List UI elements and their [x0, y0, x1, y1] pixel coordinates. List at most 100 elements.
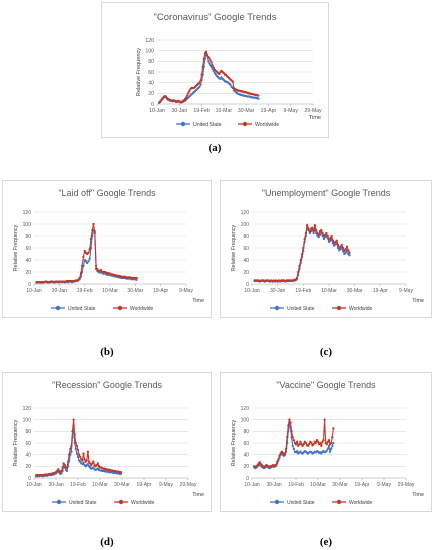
chart-d-series-1-point-23 — [60, 469, 63, 473]
chart-b-series-1-point-48 — [96, 267, 99, 271]
chart-d-series-0-point-43 — [82, 461, 85, 464]
chart-a-xtick-5: 19-Apr — [261, 108, 277, 114]
chart-a-series-1-point-54 — [218, 72, 221, 76]
chart-d-series-1-point-51 — [91, 462, 94, 465]
chart-e-series-0-point-70 — [330, 447, 333, 450]
chart-e-series-1-point-50 — [308, 443, 311, 446]
chart-a-series-1-point-58 — [222, 71, 226, 75]
chart-d-series-1-point-26 — [63, 464, 66, 467]
chart-e-series-1-point-22 — [277, 458, 280, 461]
chart-b-series-1-point-41 — [87, 251, 90, 254]
chart-c-series-1-point-41 — [306, 224, 309, 227]
chart-a-svg: "Coronavirus" Google Trends 0 20 40 60 80 100 1… — [101, 2, 329, 138]
chart-d-ytick-1: 20 — [25, 464, 31, 470]
chart-b-series-1-point-35 — [79, 272, 83, 275]
chart-e-series-0-point-71 — [331, 444, 334, 448]
chart-e-series-1-point-62 — [321, 440, 324, 443]
chart-a-series-1-point-26 — [187, 92, 190, 95]
chart-b-series-1-point-33 — [77, 278, 80, 281]
chart-c-legend-label-1: Worldwide — [349, 306, 372, 312]
chart-e-ytick-0: 0 — [246, 476, 249, 482]
chart-e-series-1-point-39 — [295, 440, 299, 443]
chart-c-series-1-point-64 — [335, 239, 338, 242]
chart-c-ytick-4: 80 — [243, 234, 249, 240]
chart-c-series-1-point-61 — [331, 239, 335, 242]
chart-b-series-1-point-79 — [135, 276, 138, 280]
chart-c-series-1-point-72 — [345, 245, 349, 248]
chart-c-xlabel: Time — [412, 298, 424, 304]
chart-a-ytick-0: 0 — [151, 102, 154, 108]
chart-a-series-0-point-46 — [209, 63, 212, 67]
chart-a-series-1-point-1 — [159, 100, 162, 103]
chart-e-series-0-point-39 — [295, 450, 299, 453]
chart-a-series-0-point-44 — [207, 60, 210, 63]
chart-e-series-1-point-47 — [304, 441, 308, 445]
chart-c-series-1-point-68 — [340, 243, 343, 247]
chart-e-series-1-point-33 — [289, 421, 292, 424]
chart-c-svg: "Unemployment" Google Trends 0 20 40 60 80 100… — [220, 180, 432, 318]
chart-c-series-0-point-46 — [312, 231, 315, 235]
chart-e-series-1-point-21 — [276, 460, 279, 463]
chart-e-series-1-point-71 — [331, 436, 334, 439]
chart-c-series-0-point-74 — [348, 254, 351, 257]
chart-a-series-1-point-40 — [202, 57, 205, 60]
chart-c-series-1-point-52 — [320, 228, 323, 232]
chart-d-series-1-point-39 — [77, 453, 81, 456]
chart-d-series-0-point-47 — [86, 462, 90, 466]
chart-a-series-0-point-64 — [229, 83, 232, 86]
chart-d-legend-label-1: Worldwide — [131, 500, 154, 506]
chart-e-ytick-3: 60 — [243, 441, 249, 447]
chart-d-svg: "Recession" Google Trends 0 20 40 60 80 100 120… — [2, 372, 212, 512]
chart-e-series-0-point-72 — [332, 441, 335, 445]
chart-c-legend-swatch-marker-0 — [274, 305, 280, 311]
chart-c-ylabel: Relative Frequency — [231, 224, 237, 271]
chart-a-series-0-point-56 — [220, 76, 223, 79]
chart-d-series-0-point-38 — [76, 455, 80, 459]
chart-d-series-1-point-44 — [83, 458, 86, 461]
chart-c-series-1-point-38 — [302, 246, 305, 250]
chart-b-series-1-point-38 — [83, 249, 86, 253]
chart-c-xtick-4: 30-Mar — [347, 288, 363, 294]
chart-e-series-0-point-36 — [292, 447, 295, 450]
chart-c-series-0-point-54 — [322, 237, 326, 241]
chart-b-xtick-4: 30-Mar — [127, 288, 143, 294]
chart-e-ytick-6: 120 — [241, 406, 250, 412]
chart-c-ytick-3: 60 — [243, 246, 249, 252]
chart-b-series-1-point-37 — [82, 255, 85, 259]
chart-b-series-1-point-46 — [93, 231, 96, 235]
chart-e-ytick-1: 20 — [243, 464, 249, 470]
chart-d-series-1-point-37 — [75, 444, 79, 448]
chart-a-series-0-point-89 — [257, 97, 260, 100]
chart-d-series-1-point-56 — [96, 462, 99, 465]
chart-d-series-1-point-38 — [76, 448, 80, 452]
chart-c-ytick-6: 120 — [241, 210, 250, 216]
caption-b: (b) — [100, 346, 114, 358]
chart-c-xtick-3: 10-Mar — [321, 288, 337, 294]
chart-b-legend-swatch-marker-1 — [117, 305, 123, 311]
chart-d-xtick-7: 29-May — [180, 482, 197, 488]
chart-c-series-1-point-42 — [307, 227, 310, 230]
chart-e-series-1-point-30 — [286, 436, 289, 439]
chart-a-series-1-point-23 — [183, 98, 187, 101]
chart-b-xtick-2: 19-Feb — [77, 288, 93, 294]
chart-b-frame — [2, 180, 212, 318]
chart-a-series-1-point-42 — [204, 50, 208, 53]
chart-e-series-1-point-58 — [316, 440, 320, 443]
chart-e-series-1-point-40 — [297, 444, 300, 448]
chart-b-xlabel: Time — [192, 298, 204, 304]
chart-e-ytick-5: 100 — [241, 417, 250, 423]
chart-e-xtick-4: 30-Mar — [332, 482, 348, 488]
chart-b-ylabel: Relative Frequency — [13, 224, 19, 271]
chart-b-series-0-point-79 — [135, 278, 138, 281]
chart-d-xtick-0: 10-Jan — [26, 482, 42, 488]
chart-e-title: "Vaccine" Google Trends — [276, 380, 376, 390]
chart-e-series-1-point-38 — [294, 443, 298, 446]
chart-e-xtick-1: 30-Jan — [266, 482, 282, 488]
chart-b-series-1-point-34 — [78, 276, 81, 280]
chart-c-series-1-point-60 — [330, 234, 333, 238]
chart-c-series-1-point-35 — [298, 264, 301, 268]
chart-e-series-1-point-42 — [299, 440, 302, 443]
chart-e-series-1-point-34 — [290, 430, 293, 433]
chart-e-series-1-point-36 — [292, 438, 295, 442]
chart-c-series-1-point-36 — [299, 258, 302, 262]
